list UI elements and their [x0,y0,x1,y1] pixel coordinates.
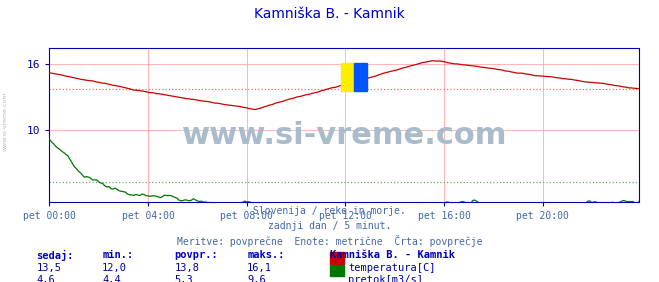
Bar [341,63,355,91]
Text: Meritve: povprečne  Enote: metrične  Črta: povprečje: Meritve: povprečne Enote: metrične Črta:… [177,235,482,247]
Text: zadnji dan / 5 minut.: zadnji dan / 5 minut. [268,221,391,230]
Text: 12,0: 12,0 [102,263,127,273]
Text: 9,6: 9,6 [247,275,266,282]
Text: pretok[m3/s]: pretok[m3/s] [348,275,423,282]
Text: Kamniška B. - Kamnik: Kamniška B. - Kamnik [330,250,455,259]
Bar [355,63,367,91]
Text: 4,4: 4,4 [102,275,121,282]
Text: www.si-vreme.com: www.si-vreme.com [182,121,507,150]
Text: min.:: min.: [102,250,133,259]
Text: sedaj:: sedaj: [36,250,74,261]
Text: 16,1: 16,1 [247,263,272,273]
Text: 4,6: 4,6 [36,275,55,282]
Text: temperatura[C]: temperatura[C] [348,263,436,273]
Text: 13,5: 13,5 [36,263,61,273]
Text: 13,8: 13,8 [175,263,200,273]
Text: povpr.:: povpr.: [175,250,218,259]
Text: Kamniška B. - Kamnik: Kamniška B. - Kamnik [254,7,405,21]
Bar [330,252,344,264]
Bar [330,265,344,276]
Text: Slovenija / reke in morje.: Slovenija / reke in morje. [253,206,406,216]
Text: maks.:: maks.: [247,250,285,259]
Text: www.si-vreme.com: www.si-vreme.com [3,92,8,151]
Text: 5,3: 5,3 [175,275,193,282]
